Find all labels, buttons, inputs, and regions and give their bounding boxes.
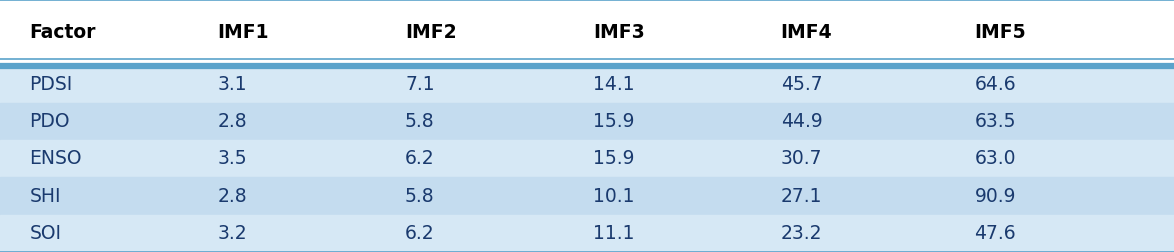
Text: IMF3: IMF3 xyxy=(593,23,645,42)
Text: SHI: SHI xyxy=(29,186,61,206)
Text: 5.8: 5.8 xyxy=(405,112,434,131)
Text: 3.1: 3.1 xyxy=(217,75,247,94)
Bar xyxy=(0,140,1174,177)
Text: 6.2: 6.2 xyxy=(405,149,434,168)
Text: IMF4: IMF4 xyxy=(781,23,832,42)
Text: 2.8: 2.8 xyxy=(217,186,247,206)
Text: ENSO: ENSO xyxy=(29,149,82,168)
Bar xyxy=(0,66,1174,103)
Text: 3.2: 3.2 xyxy=(217,224,247,243)
Text: IMF2: IMF2 xyxy=(405,23,457,42)
Text: PDO: PDO xyxy=(29,112,69,131)
Text: 27.1: 27.1 xyxy=(781,186,822,206)
Text: 45.7: 45.7 xyxy=(781,75,822,94)
Text: PDSI: PDSI xyxy=(29,75,73,94)
Text: IMF1: IMF1 xyxy=(217,23,269,42)
Bar xyxy=(0,177,1174,215)
Text: IMF5: IMF5 xyxy=(974,23,1026,42)
Text: 47.6: 47.6 xyxy=(974,224,1016,243)
Text: SOI: SOI xyxy=(29,224,61,243)
Text: 7.1: 7.1 xyxy=(405,75,434,94)
Text: 6.2: 6.2 xyxy=(405,224,434,243)
Bar xyxy=(0,0,1174,66)
Text: 63.5: 63.5 xyxy=(974,112,1016,131)
Text: 5.8: 5.8 xyxy=(405,186,434,206)
Text: 64.6: 64.6 xyxy=(974,75,1016,94)
Bar xyxy=(0,215,1174,252)
Text: 90.9: 90.9 xyxy=(974,186,1016,206)
Text: 10.1: 10.1 xyxy=(593,186,634,206)
Text: 44.9: 44.9 xyxy=(781,112,823,131)
Text: Factor: Factor xyxy=(29,23,96,42)
Text: 3.5: 3.5 xyxy=(217,149,247,168)
Bar xyxy=(0,103,1174,140)
Text: 15.9: 15.9 xyxy=(593,149,634,168)
Text: 23.2: 23.2 xyxy=(781,224,822,243)
Text: 63.0: 63.0 xyxy=(974,149,1016,168)
Text: 15.9: 15.9 xyxy=(593,112,634,131)
Text: 2.8: 2.8 xyxy=(217,112,247,131)
Text: 11.1: 11.1 xyxy=(593,224,634,243)
Text: 14.1: 14.1 xyxy=(593,75,634,94)
Text: 30.7: 30.7 xyxy=(781,149,822,168)
